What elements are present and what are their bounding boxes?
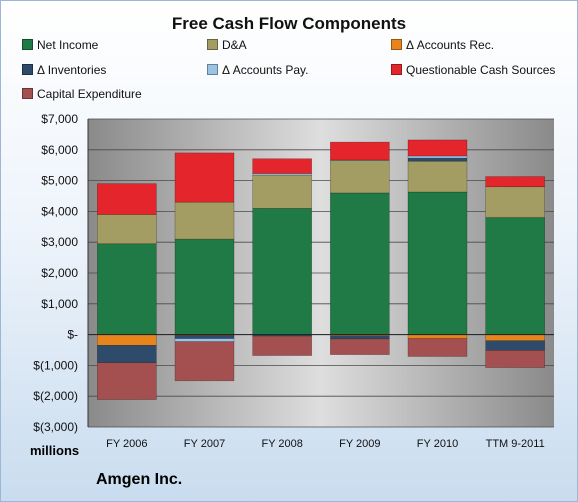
bar-segment bbox=[485, 334, 545, 342]
bar-segment bbox=[330, 338, 390, 355]
bar-segment bbox=[407, 160, 468, 193]
legend-item-inventories: Δ Inventories bbox=[22, 63, 106, 77]
bar-segment bbox=[485, 186, 545, 218]
legend-swatch bbox=[207, 39, 218, 50]
bar-segment bbox=[485, 217, 545, 335]
bar-segment bbox=[97, 362, 157, 400]
bar-segment bbox=[252, 208, 312, 335]
y-tick-label: $6,000 bbox=[41, 143, 78, 157]
units-label: millions bbox=[30, 443, 80, 458]
y-tick-label: $2,000 bbox=[41, 266, 78, 280]
x-tick-label: FY 2010 bbox=[417, 438, 458, 450]
bar-segment bbox=[252, 173, 312, 176]
bar-segment bbox=[174, 152, 235, 203]
bar-segment bbox=[97, 345, 157, 363]
y-tick-label: $5,000 bbox=[41, 174, 78, 188]
bar-segment bbox=[174, 201, 235, 240]
company-name: Amgen Inc. bbox=[96, 471, 183, 488]
x-tick-label: FY 2008 bbox=[261, 438, 302, 450]
bar-segment bbox=[174, 341, 235, 382]
legend-item-accounts-rec: Δ Accounts Rec. bbox=[391, 38, 494, 52]
legend-item-capex: Capital Expenditure bbox=[22, 87, 142, 101]
legend-item-d-and-a: D&A bbox=[207, 38, 247, 52]
bar-segment bbox=[330, 335, 390, 340]
legend-label: Δ Accounts Rec. bbox=[406, 38, 495, 52]
y-tick-label: $1,000 bbox=[41, 297, 78, 311]
bar-segment bbox=[407, 139, 468, 157]
bar-segment bbox=[407, 155, 468, 159]
bar-segment bbox=[330, 160, 390, 194]
legend-label: Net Income bbox=[37, 38, 99, 52]
legend-label: Δ Inventories bbox=[37, 63, 107, 77]
bar-segment bbox=[485, 176, 545, 188]
x-tick-label: TTM 9-2011 bbox=[486, 438, 545, 450]
y-tick-label: $7,000 bbox=[41, 112, 78, 126]
bar-segment bbox=[97, 243, 157, 335]
bar-segment bbox=[97, 214, 157, 245]
bar-segment bbox=[330, 192, 390, 335]
y-tick-label: $(1,000) bbox=[33, 358, 78, 372]
y-tick-label: $4,000 bbox=[41, 204, 78, 218]
legend-swatch bbox=[22, 64, 33, 75]
y-tick-label: $(2,000) bbox=[33, 389, 78, 403]
y-tick-label: $- bbox=[67, 328, 78, 342]
x-tick-label: FY 2007 bbox=[184, 438, 225, 450]
y-tick-label: $(3,000) bbox=[33, 420, 78, 434]
bar-segment bbox=[252, 174, 312, 209]
legend-label: Δ Accounts Pay. bbox=[222, 63, 309, 77]
bar-segment bbox=[407, 338, 468, 357]
x-tick-label: FY 2006 bbox=[106, 438, 147, 450]
legend-item-net-income: Net Income bbox=[22, 38, 98, 52]
bar-segment bbox=[485, 350, 545, 368]
y-tick-label: $3,000 bbox=[41, 235, 78, 249]
legend-label: Capital Expenditure bbox=[37, 87, 142, 101]
bar-segment bbox=[330, 141, 390, 161]
legend-swatch bbox=[391, 39, 402, 50]
legend-swatch bbox=[207, 64, 218, 75]
legend-swatch bbox=[22, 88, 33, 99]
x-tick-label: FY 2009 bbox=[339, 438, 380, 450]
bar-segment bbox=[252, 335, 312, 356]
bar-segment bbox=[97, 334, 157, 346]
bar-segment bbox=[485, 340, 545, 351]
bar-segment bbox=[252, 158, 312, 174]
legend-swatch bbox=[22, 39, 33, 50]
bar-segment bbox=[174, 238, 235, 335]
bar-segment bbox=[407, 157, 468, 162]
legend-item-accounts-pay: Δ Accounts Pay. bbox=[207, 63, 309, 77]
bar-segment bbox=[407, 334, 468, 339]
legend-item-questionable-cash: Questionable Cash Sources bbox=[391, 63, 555, 77]
bar-segment bbox=[97, 183, 157, 215]
legend-label: D&A bbox=[222, 38, 247, 52]
legend-swatch bbox=[391, 64, 402, 75]
legend-label: Questionable Cash Sources bbox=[406, 63, 556, 77]
bar-segment bbox=[407, 191, 468, 335]
bar-segment bbox=[174, 335, 235, 339]
bar-segment bbox=[174, 338, 235, 342]
chart-title: Free Cash Flow Components bbox=[171, 14, 407, 33]
